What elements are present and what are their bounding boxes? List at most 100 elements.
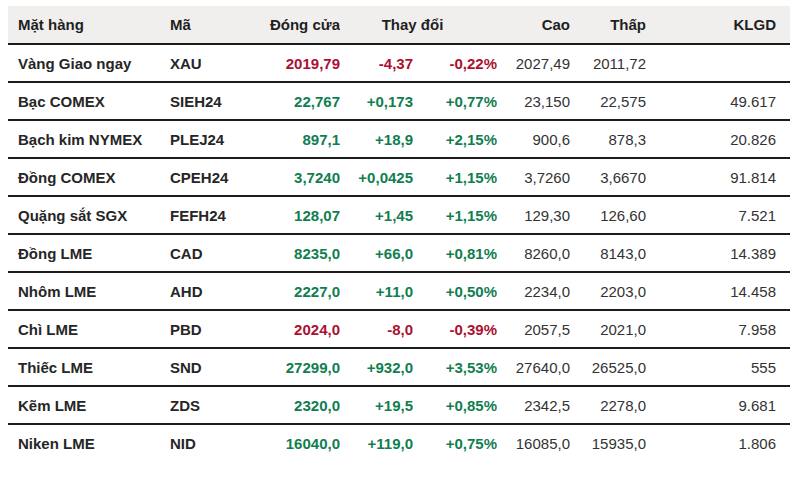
commodity-name-cell: Đồng LME (8, 234, 162, 272)
volume-cell: 9.681 (646, 386, 790, 424)
volume-cell (646, 44, 790, 82)
close-cell: 2320,0 (257, 386, 340, 424)
low-cell: 878,3 (570, 120, 646, 158)
change-cell: +19,5 (340, 386, 413, 424)
table-row: Quặng sắt SGX FEFH24 128,07 +1,45 +1,15%… (8, 196, 790, 234)
change-pct-cell: -0,39% (413, 310, 497, 348)
code-cell: AHD (162, 272, 257, 310)
code-cell: PBD (162, 310, 257, 348)
change-cell: +0,0425 (340, 158, 413, 196)
high-cell: 2027,49 (497, 44, 570, 82)
table-row: Vàng Giao ngay XAU 2019,79 -4,37 -0,22% … (8, 44, 790, 82)
low-cell: 2278,0 (570, 386, 646, 424)
code-cell: XAU (162, 44, 257, 82)
high-cell: 3,7260 (497, 158, 570, 196)
commodity-name-cell: Kẽm LME (8, 386, 162, 424)
code-cell: FEFH24 (162, 196, 257, 234)
volume-cell: 1.806 (646, 424, 790, 462)
commodity-name-cell: Chì LME (8, 310, 162, 348)
code-cell: PLEJ24 (162, 120, 257, 158)
commodity-name-cell: Bạch kim NYMEX (8, 120, 162, 158)
high-cell: 23,150 (497, 82, 570, 120)
code-cell: CPEH24 (162, 158, 257, 196)
low-cell: 3,6670 (570, 158, 646, 196)
high-cell: 8260,0 (497, 234, 570, 272)
change-cell: +119,0 (340, 424, 413, 462)
header-row: Mặt hàng Mã Đóng cửa Thay đổi Cao Thấp K… (8, 6, 790, 44)
change-cell: +66,0 (340, 234, 413, 272)
change-cell: +0,173 (340, 82, 413, 120)
code-cell: CAD (162, 234, 257, 272)
table-row: Đồng COMEX CPEH24 3,7240 +0,0425 +1,15% … (8, 158, 790, 196)
col-header-high: Cao (497, 6, 570, 44)
commodity-name-cell: Niken LME (8, 424, 162, 462)
change-pct-cell: +1,15% (413, 158, 497, 196)
col-header-volume: KLGD (646, 6, 790, 44)
close-cell: 8235,0 (257, 234, 340, 272)
table-row: Nhôm LME AHD 2227,0 +11,0 +0,50% 2234,0 … (8, 272, 790, 310)
high-cell: 129,30 (497, 196, 570, 234)
col-header-code: Mã (162, 6, 257, 44)
col-header-low: Thấp (570, 6, 646, 44)
change-pct-cell: +0,75% (413, 424, 497, 462)
volume-cell: 555 (646, 348, 790, 386)
change-pct-cell: +0,77% (413, 82, 497, 120)
close-cell: 27299,0 (257, 348, 340, 386)
low-cell: 26525,0 (570, 348, 646, 386)
close-cell: 16040,0 (257, 424, 340, 462)
low-cell: 2011,72 (570, 44, 646, 82)
code-cell: SIEH24 (162, 82, 257, 120)
code-cell: ZDS (162, 386, 257, 424)
change-cell: +1,45 (340, 196, 413, 234)
low-cell: 15935,0 (570, 424, 646, 462)
low-cell: 126,60 (570, 196, 646, 234)
col-header-close: Đóng cửa (257, 6, 340, 44)
change-pct-cell: +0,85% (413, 386, 497, 424)
table-row: Thiếc LME SND 27299,0 +932,0 +3,53% 2764… (8, 348, 790, 386)
change-pct-cell: +3,53% (413, 348, 497, 386)
table-row: Đồng LME CAD 8235,0 +66,0 +0,81% 8260,0 … (8, 234, 790, 272)
close-cell: 3,7240 (257, 158, 340, 196)
commodity-price-table: Mặt hàng Mã Đóng cửa Thay đổi Cao Thấp K… (8, 6, 790, 462)
commodity-name-cell: Đồng COMEX (8, 158, 162, 196)
high-cell: 2057,5 (497, 310, 570, 348)
volume-cell: 49.617 (646, 82, 790, 120)
high-cell: 27640,0 (497, 348, 570, 386)
commodity-name-cell: Quặng sắt SGX (8, 196, 162, 234)
commodity-name-cell: Bạc COMEX (8, 82, 162, 120)
table-row: Bạch kim NYMEX PLEJ24 897,1 +18,9 +2,15%… (8, 120, 790, 158)
low-cell: 8143,0 (570, 234, 646, 272)
volume-cell: 7.958 (646, 310, 790, 348)
change-pct-cell: +0,50% (413, 272, 497, 310)
close-cell: 128,07 (257, 196, 340, 234)
change-cell: +18,9 (340, 120, 413, 158)
commodity-name-cell: Thiếc LME (8, 348, 162, 386)
table-body: Vàng Giao ngay XAU 2019,79 -4,37 -0,22% … (8, 44, 790, 462)
table-row: Bạc COMEX SIEH24 22,767 +0,173 +0,77% 23… (8, 82, 790, 120)
low-cell: 22,575 (570, 82, 646, 120)
close-cell: 897,1 (257, 120, 340, 158)
close-cell: 22,767 (257, 82, 340, 120)
high-cell: 16085,0 (497, 424, 570, 462)
low-cell: 2021,0 (570, 310, 646, 348)
col-header-change: Thay đổi (340, 6, 497, 44)
change-pct-cell: +1,15% (413, 196, 497, 234)
change-cell: +932,0 (340, 348, 413, 386)
change-pct-cell: -0,22% (413, 44, 497, 82)
close-cell: 2024,0 (257, 310, 340, 348)
commodity-name-cell: Vàng Giao ngay (8, 44, 162, 82)
volume-cell: 14.458 (646, 272, 790, 310)
close-cell: 2019,79 (257, 44, 340, 82)
high-cell: 900,6 (497, 120, 570, 158)
code-cell: SND (162, 348, 257, 386)
high-cell: 2234,0 (497, 272, 570, 310)
close-cell: 2227,0 (257, 272, 340, 310)
commodity-name-cell: Nhôm LME (8, 272, 162, 310)
high-cell: 2342,5 (497, 386, 570, 424)
change-cell: +11,0 (340, 272, 413, 310)
change-pct-cell: +2,15% (413, 120, 497, 158)
table-row: Chì LME PBD 2024,0 -8,0 -0,39% 2057,5 20… (8, 310, 790, 348)
volume-cell: 7.521 (646, 196, 790, 234)
table-row: Niken LME NID 16040,0 +119,0 +0,75% 1608… (8, 424, 790, 462)
volume-cell: 14.389 (646, 234, 790, 272)
